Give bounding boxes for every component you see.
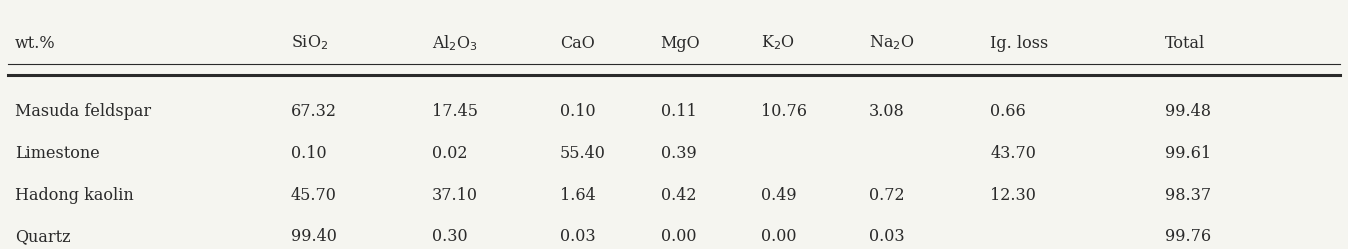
Text: 99.76: 99.76 (1165, 229, 1211, 246)
Text: CaO: CaO (559, 35, 594, 52)
Text: K$_2$O: K$_2$O (762, 34, 795, 53)
Text: wt.%: wt.% (15, 35, 55, 52)
Text: 99.48: 99.48 (1165, 103, 1211, 120)
Text: 0.10: 0.10 (291, 145, 326, 162)
Text: 0.02: 0.02 (431, 145, 468, 162)
Text: 0.00: 0.00 (661, 229, 696, 246)
Text: Hadong kaolin: Hadong kaolin (15, 187, 133, 204)
Text: Ig. loss: Ig. loss (991, 35, 1049, 52)
Text: MgO: MgO (661, 35, 700, 52)
Text: 99.40: 99.40 (291, 229, 337, 246)
Text: 10.76: 10.76 (762, 103, 807, 120)
Text: 43.70: 43.70 (991, 145, 1037, 162)
Text: 0.42: 0.42 (661, 187, 696, 204)
Text: 0.03: 0.03 (559, 229, 596, 246)
Text: 45.70: 45.70 (291, 187, 337, 204)
Text: 0.10: 0.10 (559, 103, 596, 120)
Text: 0.11: 0.11 (661, 103, 697, 120)
Text: 3.08: 3.08 (869, 103, 905, 120)
Text: 1.64: 1.64 (559, 187, 596, 204)
Text: Quartz: Quartz (15, 229, 70, 246)
Text: 0.30: 0.30 (431, 229, 468, 246)
Text: 99.61: 99.61 (1165, 145, 1211, 162)
Text: 0.72: 0.72 (869, 187, 905, 204)
Text: 98.37: 98.37 (1165, 187, 1211, 204)
Text: 12.30: 12.30 (991, 187, 1037, 204)
Text: 37.10: 37.10 (431, 187, 477, 204)
Text: 0.66: 0.66 (991, 103, 1026, 120)
Text: 17.45: 17.45 (431, 103, 477, 120)
Text: Masuda feldspar: Masuda feldspar (15, 103, 151, 120)
Text: 0.00: 0.00 (762, 229, 797, 246)
Text: 67.32: 67.32 (291, 103, 337, 120)
Text: Total: Total (1165, 35, 1205, 52)
Text: SiO$_2$: SiO$_2$ (291, 34, 328, 53)
Text: 0.03: 0.03 (869, 229, 905, 246)
Text: 0.39: 0.39 (661, 145, 697, 162)
Text: 55.40: 55.40 (559, 145, 605, 162)
Text: Limestone: Limestone (15, 145, 100, 162)
Text: Al$_2$O$_3$: Al$_2$O$_3$ (431, 33, 477, 53)
Text: Na$_2$O: Na$_2$O (869, 34, 914, 53)
Text: 0.49: 0.49 (762, 187, 797, 204)
